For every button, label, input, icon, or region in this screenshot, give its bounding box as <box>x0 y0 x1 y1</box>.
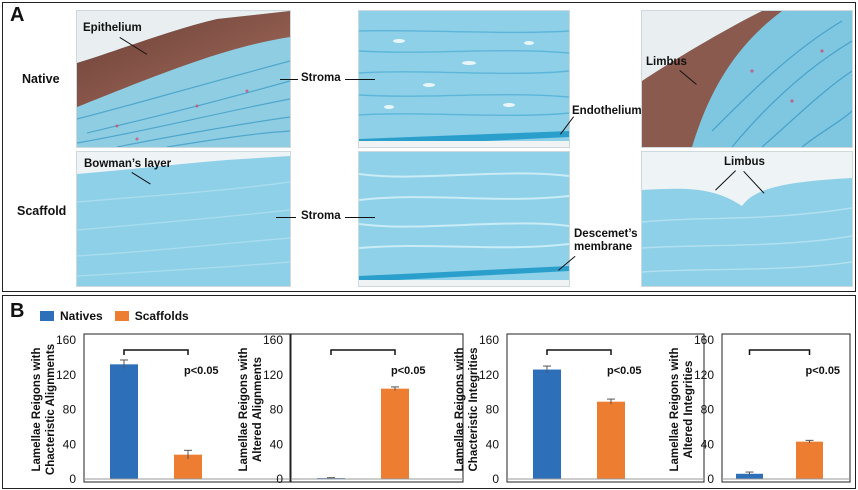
panel-b <box>2 295 856 489</box>
leader-stroma-native-left <box>280 79 298 80</box>
label-stroma-scaffold: Stroma <box>301 210 341 222</box>
micrograph-scaffold-bowmans <box>76 151 291 287</box>
legend-swatch-scaffolds <box>114 311 129 321</box>
label-endothelium: Endothelium <box>572 105 642 117</box>
label-bowmans-layer: Bowman’s layer <box>84 158 172 170</box>
label-limbus-native: Limbus <box>646 56 687 68</box>
label-epithelium: Epithelium <box>83 22 142 34</box>
legend-swatch-natives <box>40 311 54 321</box>
row-label-scaffold: Scaffold <box>17 204 67 218</box>
leader-stroma-scaffold-left <box>276 217 296 218</box>
micrograph-native-limbus <box>641 10 853 148</box>
panel-b-letter: B <box>10 300 25 322</box>
label-limbus-scaffold: Limbus <box>724 156 765 168</box>
micrograph-native-epithelium <box>76 10 291 148</box>
micrograph-scaffold-limbus <box>641 151 853 287</box>
leader-stroma-scaffold-right <box>345 217 375 218</box>
label-descemets-membrane: Descemet’s membrane <box>574 228 638 253</box>
micrograph-scaffold-stroma <box>358 151 570 287</box>
row-label-native: Native <box>22 72 60 86</box>
panel-a-letter: A <box>10 4 25 26</box>
legend-label-natives: Natives <box>60 309 103 323</box>
leader-stroma-native-right <box>345 79 375 80</box>
legend: Natives Scaffolds <box>40 309 189 323</box>
micrograph-native-stroma <box>358 10 570 148</box>
label-stroma-native: Stroma <box>301 72 341 84</box>
legend-label-scaffolds: Scaffolds <box>134 309 189 323</box>
